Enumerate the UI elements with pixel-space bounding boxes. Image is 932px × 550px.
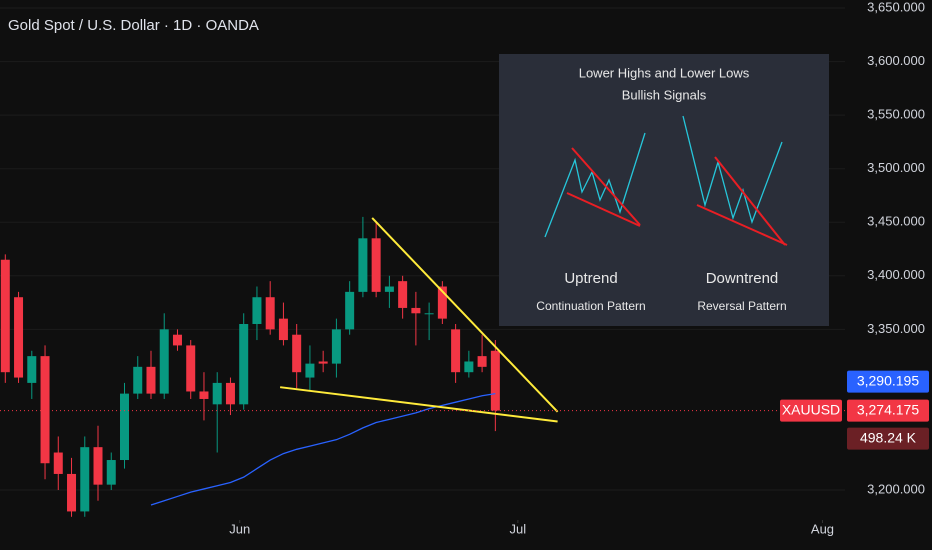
symbol-box [780, 399, 842, 422]
inset-left-caption: Continuation Pattern [536, 299, 645, 313]
candle-body [199, 391, 209, 399]
candle-body [186, 345, 196, 392]
y-tick-label: 3,600.000 [867, 53, 925, 68]
candle-body [133, 366, 143, 394]
candle-body [0, 259, 10, 373]
candle-body [67, 473, 77, 512]
uptrend-support [566, 192, 641, 227]
candle-body [398, 281, 408, 308]
price-scale: 3,200.000 3,350.000 3,400.000 3,450.000 3,50… [780, 0, 929, 496]
x-tick-label: Aug [811, 521, 834, 536]
candle-body [424, 313, 434, 315]
inset-title: Lower Highs and Lower Lows [579, 65, 750, 80]
candle-body [451, 329, 461, 373]
candle-body [464, 361, 474, 373]
candle-body [14, 297, 24, 378]
candle-body [93, 447, 103, 485]
x-tick-label: Jun [229, 521, 250, 536]
candle-body [305, 363, 315, 378]
candle-body [331, 329, 341, 364]
downtrend-path [682, 115, 783, 225]
y-tick-label: 3,350.000 [867, 321, 925, 336]
candle-body [106, 460, 116, 485]
candle-body [225, 382, 235, 405]
candle-body [146, 366, 156, 394]
candle-body [345, 291, 355, 330]
y-tick-label: 3,200.000 [867, 481, 925, 496]
candle-body [292, 334, 302, 373]
candle-body [358, 238, 368, 292]
last-price-label-box [847, 399, 929, 422]
inset-right-label: Downtrend [706, 270, 779, 287]
uptrend-path [544, 132, 646, 238]
candle-body [80, 447, 90, 512]
trendline [279, 386, 558, 423]
chart-title: Gold Spot / U.S. Dollar · 1D · OANDA [8, 17, 259, 34]
inset-panel: Lower Highs and Lower Lows Bullish Signa… [499, 54, 829, 326]
ma-price-label: 3,290.195 [857, 372, 919, 388]
y-tick-label: 3,500.000 [867, 160, 925, 175]
x-tick-label: Jul [510, 521, 527, 536]
inset-subtitle: Bullish Signals [622, 87, 707, 102]
y-tick-label: 3,550.000 [867, 107, 925, 122]
candle-body [371, 238, 381, 292]
inset-left-label: Uptrend [564, 270, 617, 287]
y-tick-label: 3,650.000 [867, 0, 925, 14]
candle-body [411, 307, 421, 314]
candle-body [212, 382, 222, 405]
candle-body [40, 356, 50, 464]
symbol-label: XAUUSD [782, 401, 840, 417]
candle-body [252, 297, 262, 324]
candle-body [490, 350, 500, 411]
candle-body [437, 286, 447, 319]
volume-label: 498.24 K [860, 429, 917, 445]
candle-body [239, 323, 249, 405]
ma-price-label-box [847, 370, 929, 393]
y-tick-label: 3,400.000 [867, 267, 925, 282]
candle-body [477, 356, 487, 367]
candle-body [265, 297, 275, 330]
uptrend-resistance [571, 147, 641, 226]
candle-body [384, 286, 394, 292]
downtrend-resistance [714, 156, 786, 246]
candle-body [53, 452, 63, 474]
candle-body [27, 356, 37, 383]
trendline [371, 217, 559, 413]
candle-body [278, 318, 288, 341]
plot-area: Jun Jul Aug [0, 7, 845, 536]
candle-body [318, 361, 328, 364]
last-price-label: 3,274.175 [857, 401, 919, 417]
candle-body [172, 334, 182, 346]
inset-background [499, 54, 829, 326]
downtrend-support [696, 204, 788, 246]
candle-body [159, 329, 169, 394]
inset-right-caption: Reversal Pattern [697, 299, 786, 313]
volume-label-box [847, 427, 929, 450]
y-tick-label: 3,450.000 [867, 214, 925, 229]
candle-body [119, 393, 129, 461]
